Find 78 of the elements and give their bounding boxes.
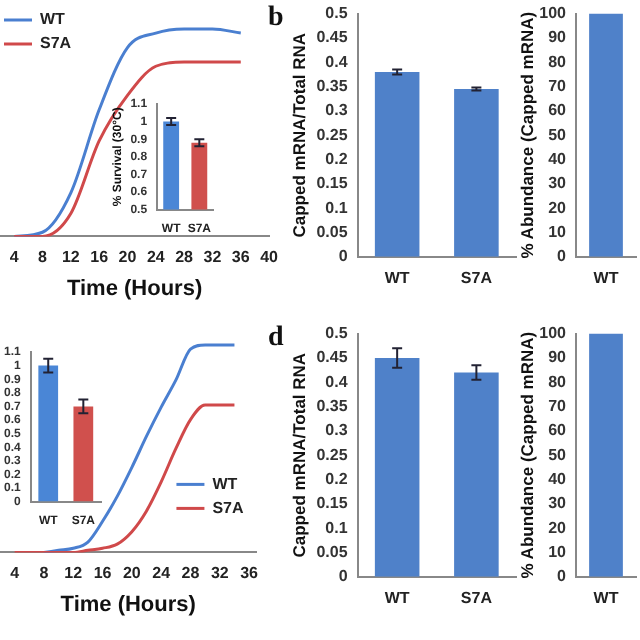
y-tick-label: 0.1 <box>325 518 349 537</box>
y-axis-title: Capped mRNA/Total RNA <box>288 32 309 238</box>
x-tick-label: WT <box>384 588 410 607</box>
x-axis-title: Time (Hours) <box>60 592 197 617</box>
y-tick-label: 0 <box>557 247 568 266</box>
y-tick-label: 90 <box>548 28 568 47</box>
y-tick-label: 0.4 <box>325 372 349 391</box>
y-tick-label: 40 <box>548 149 568 168</box>
y-tick-label: 0.5 <box>325 4 349 23</box>
x-tick-label: 4 <box>9 248 20 267</box>
legend-label: S7A <box>40 34 72 53</box>
x-axis-title: Time (Hours) <box>66 276 203 301</box>
y-tick-label: 90 <box>548 348 568 367</box>
x-tick-label: 28 <box>175 248 195 267</box>
x-tick-label: 4 <box>10 564 21 583</box>
y-tick-label: 60 <box>548 101 568 120</box>
x-tick-label: 16 <box>93 564 113 583</box>
y-tick-label: 0 <box>557 567 568 586</box>
x-tick-label: 28 <box>181 564 201 583</box>
x-tick-label: S7A <box>460 268 493 287</box>
text: d <box>268 323 284 354</box>
y-tick-label: 0.45 <box>316 348 349 367</box>
legend-label: WT <box>40 10 66 29</box>
y-tick-label: 0.35 <box>316 396 349 415</box>
x-tick-label: 32 <box>203 248 223 267</box>
x-tick-label: WT <box>593 588 619 607</box>
y-tick-label: 100 <box>539 4 568 23</box>
y-tick-label: 0.3 <box>325 421 349 440</box>
y-tick-label: 70 <box>548 396 568 415</box>
y-tick-label: 0.2 <box>325 469 349 488</box>
y-tick-label: 40 <box>548 469 568 488</box>
y-tick-label: 50 <box>548 125 568 144</box>
y-tick-label: 80 <box>548 372 568 391</box>
y-tick-label: 30 <box>548 494 568 513</box>
y-tick-label: 0.15 <box>316 174 349 193</box>
y-tick-label: 0 <box>338 247 349 266</box>
y-tick-label: 0.45 <box>316 28 349 47</box>
x-tick-label: WT <box>593 268 619 287</box>
x-tick-label: 24 <box>146 248 166 267</box>
y-tick-label: 0.35 <box>316 76 349 95</box>
y-tick-label: 10 <box>548 542 568 561</box>
y-tick-label: 0.4 <box>325 52 349 71</box>
y-axis-title: % Abundance (Capped mRNA) <box>516 331 537 579</box>
y-tick-label: 0.5 <box>325 324 349 343</box>
x-tick-label: WT <box>384 268 410 287</box>
annotation: b <box>268 3 284 34</box>
x-tick-label: S7A <box>460 588 493 607</box>
y-tick-label: 20 <box>548 198 568 217</box>
x-tick-label: 16 <box>90 248 110 267</box>
x-tick-label: 8 <box>38 248 49 267</box>
x-tick-label: 12 <box>61 248 81 267</box>
y-tick-label: 30 <box>548 174 568 193</box>
y-tick-label: 0.05 <box>316 222 349 241</box>
legend-label: WT <box>212 474 238 493</box>
y-tick-label: 80 <box>548 52 568 71</box>
x-tick-label: 8 <box>39 564 50 583</box>
x-tick-label: 36 <box>231 248 251 267</box>
x-tick-label: 40 <box>260 248 280 267</box>
y-tick-label: 50 <box>548 445 568 464</box>
x-tick-label: 12 <box>64 564 84 583</box>
x-tick-label: 32 <box>210 564 230 583</box>
y-tick-label: 0.05 <box>316 542 349 561</box>
y-axis-title: % Abundance (Capped mRNA) <box>516 11 537 259</box>
y-tick-label: 0 <box>338 567 349 586</box>
x-tick-label: 36 <box>240 564 260 583</box>
y-tick-label: 0.2 <box>325 149 349 168</box>
y-tick-label: 60 <box>548 421 568 440</box>
legend-label: S7A <box>212 498 244 517</box>
y-tick-label: 0.15 <box>316 494 349 513</box>
y-axis-title: Capped mRNA/Total RNA <box>288 352 309 558</box>
y-tick-label: 0.1 <box>325 198 349 217</box>
y-tick-label: 0.25 <box>316 125 349 144</box>
x-tick-label: 24 <box>152 564 172 583</box>
y-tick-label: 0.25 <box>316 445 349 464</box>
y-tick-label: 70 <box>548 76 568 95</box>
y-tick-label: 0.3 <box>325 101 349 120</box>
y-tick-label: 10 <box>548 222 568 241</box>
y-tick-label: 100 <box>539 324 568 343</box>
